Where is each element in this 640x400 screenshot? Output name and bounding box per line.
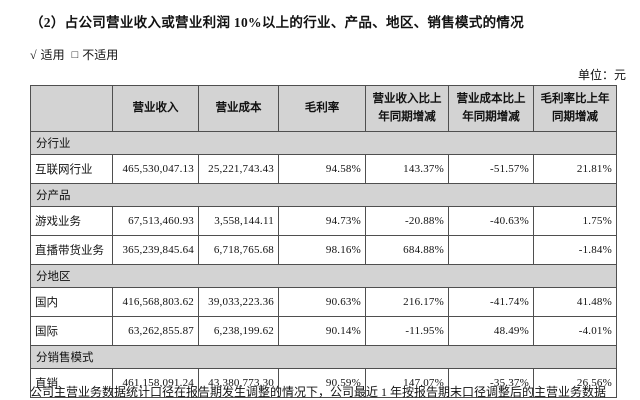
section-row: 分行业: [30, 130, 617, 155]
column-header: 营业收入比上年同期增减: [365, 85, 449, 132]
section-row: 分销售模式: [30, 344, 617, 369]
checkbox-unchecked-icon: □: [71, 49, 79, 61]
row-label: 互联网行业: [30, 153, 113, 184]
column-header: 毛利率: [278, 85, 366, 132]
value-cell: 216.17%: [365, 286, 449, 317]
value-cell: 3,558,144.11: [198, 205, 279, 236]
value-cell: -11.95%: [365, 315, 449, 346]
value-cell: 25,221,743.43: [198, 153, 279, 184]
not-applicable-label: 不适用: [82, 48, 119, 62]
section-row: 分产品: [30, 182, 617, 207]
value-cell: -4.01%: [533, 315, 617, 346]
value-cell: -20.88%: [365, 205, 449, 236]
value-cell: 98.16%: [278, 234, 366, 265]
value-cell: -51.57%: [448, 153, 534, 184]
table-row: 直销 461,158,091.24 43,380,773.30 90.59% 147.0…: [30, 367, 617, 398]
value-cell: 365,239,845.64: [112, 234, 199, 265]
value-cell: 6,238,199.62: [198, 315, 279, 346]
applicability-row: √ 适用 □ 不适用: [30, 46, 122, 63]
value-cell: 94.58%: [278, 153, 366, 184]
value-cell: -1.84%: [533, 234, 617, 265]
value-cell: 684.88%: [365, 234, 449, 265]
check-mark-icon: √: [30, 48, 37, 62]
table-row: 直播带货业务 365,239,845.64 6,718,765.68 98.16% 68…: [30, 234, 617, 265]
value-cell: -40.63%: [448, 205, 534, 236]
column-header: 营业成本: [198, 85, 279, 132]
value-cell: 26.56%: [533, 367, 617, 398]
value-cell: 1.75%: [533, 205, 617, 236]
page-title: （2）占公司营业收入或营业利润 10%以上的行业、产品、地区、销售模式的情况: [30, 15, 525, 30]
value-cell: 41.48%: [533, 286, 617, 317]
value-cell: -35.37%: [448, 367, 534, 398]
table-row: 国内 416,568,803.62 39,033,223.36 90.63% 216.1…: [30, 286, 617, 317]
row-label: 游戏业务: [30, 205, 113, 236]
value-cell: 147.07%: [365, 367, 449, 398]
value-cell: 94.73%: [278, 205, 366, 236]
section-row: 分地区: [30, 263, 617, 288]
column-header: 营业收入: [112, 85, 199, 132]
applicable-label: 适用: [40, 48, 65, 62]
value-cell: -41.74%: [448, 286, 534, 317]
value-cell: 39,033,223.36: [198, 286, 279, 317]
table-row: 国际 63,262,855.87 6,238,199.62 90.14% -11.95%…: [30, 315, 617, 346]
footnote: 公司主营业务数据统计口径在报告期发生调整的情况下，公司最近 1 年按报告期末口径…: [30, 385, 607, 399]
table-row: 游戏业务 67,513,460.93 3,558,144.11 94.73% -20.8…: [30, 205, 617, 236]
column-header: [30, 85, 113, 132]
value-cell: 43,380,773.30: [198, 367, 279, 398]
value-cell: 63,262,855.87: [112, 315, 199, 346]
value-cell: 67,513,460.93: [112, 205, 199, 236]
value-cell: 48.49%: [448, 315, 534, 346]
column-header: 毛利率比上年同期增减: [533, 85, 617, 132]
value-cell: 90.63%: [278, 286, 366, 317]
value-cell: 416,568,803.62: [112, 286, 199, 317]
value-cell: [448, 234, 534, 265]
row-label: 国际: [30, 315, 113, 346]
table-body: 分行业 互联网行业 465,530,047.13 25,221,743.43 94.58…: [30, 130, 617, 398]
row-label: 直销: [30, 367, 113, 398]
value-cell: 465,530,047.13: [112, 153, 199, 184]
table-header-row: 营业收入 营业成本 毛利率 营业收入比上年同期增减 营业成本比上年同期增减 毛利率比上年同…: [30, 85, 617, 132]
column-header: 营业成本比上年同期增减: [448, 85, 534, 132]
unit-label: 单位：元: [577, 68, 626, 82]
value-cell: 143.37%: [365, 153, 449, 184]
section-label: 分产品: [30, 182, 617, 207]
row-label: 国内: [30, 286, 113, 317]
section-label: 分地区: [30, 263, 617, 288]
value-cell: 6,718,765.68: [198, 234, 279, 265]
table-row: 互联网行业 465,530,047.13 25,221,743.43 94.58% 14…: [30, 153, 617, 184]
section-label: 分行业: [30, 130, 617, 155]
value-cell: 90.14%: [278, 315, 366, 346]
row-label: 直播带货业务: [30, 234, 113, 265]
section-label: 分销售模式: [30, 344, 617, 369]
value-cell: 21.81%: [533, 153, 617, 184]
business-breakdown-table: 营业收入 营业成本 毛利率 营业收入比上年同期增减 营业成本比上年同期增减 毛利率比上年同…: [30, 85, 617, 398]
